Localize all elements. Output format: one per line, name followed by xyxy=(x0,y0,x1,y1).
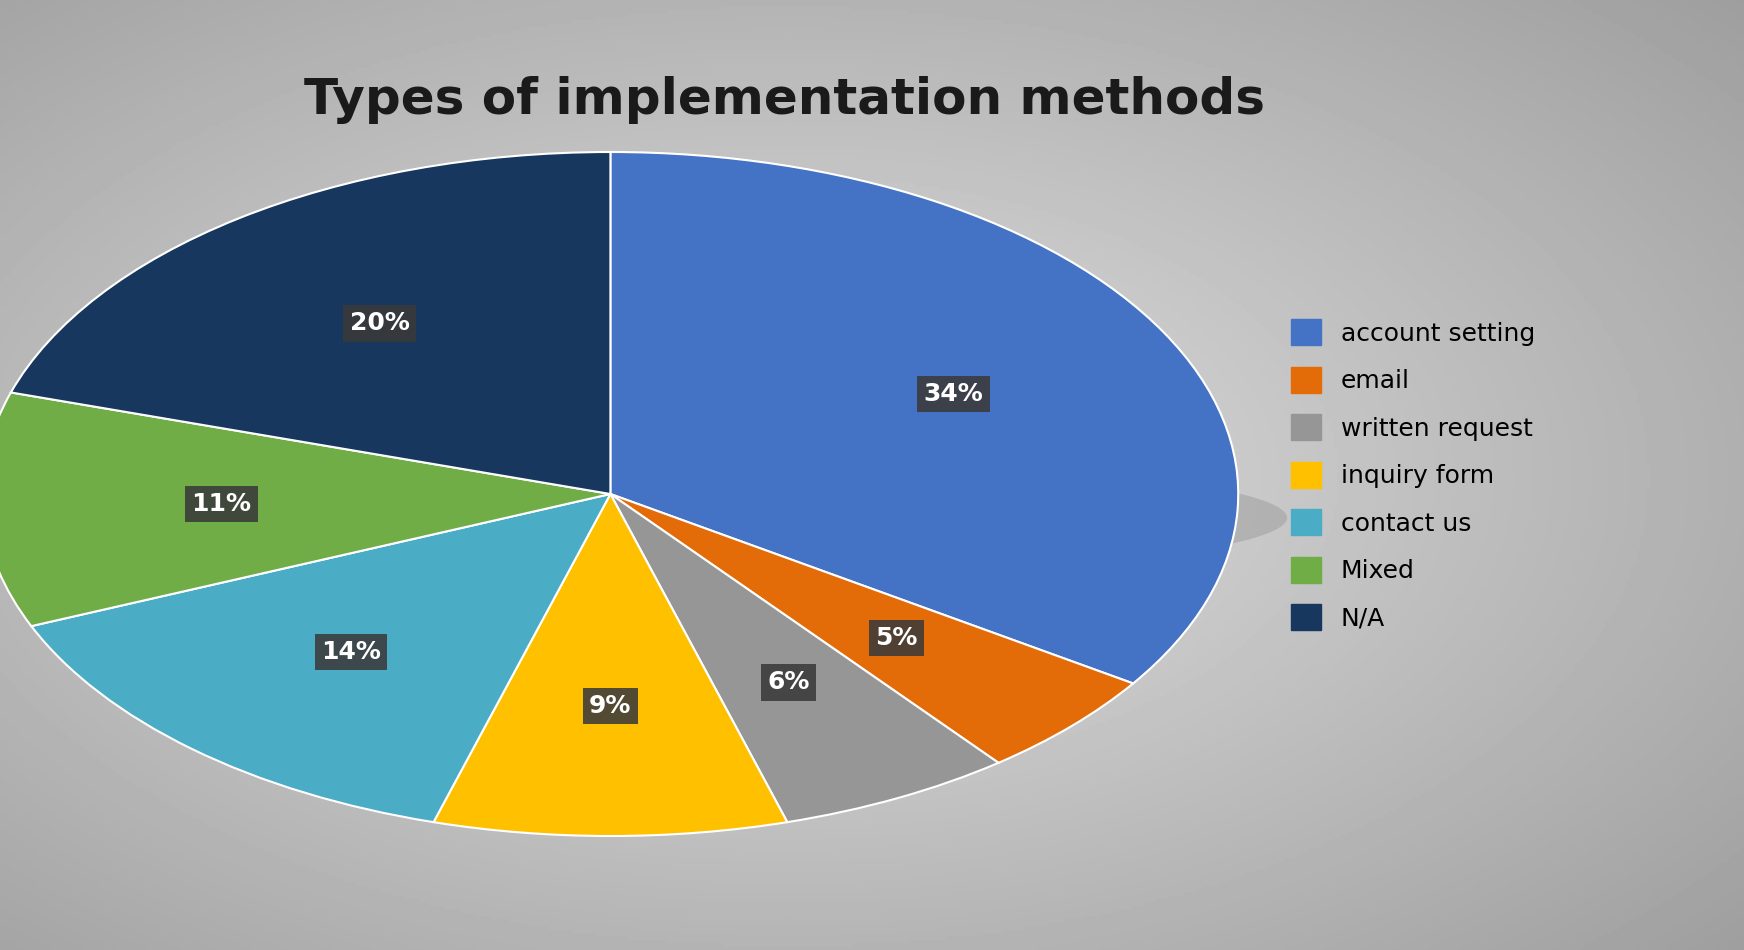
Wedge shape xyxy=(610,152,1238,683)
Text: 6%: 6% xyxy=(767,671,809,694)
Wedge shape xyxy=(0,392,610,626)
Text: Types of implementation methods: Types of implementation methods xyxy=(303,76,1266,124)
Text: 20%: 20% xyxy=(349,312,410,335)
Ellipse shape xyxy=(0,453,1287,582)
Text: 9%: 9% xyxy=(589,694,631,718)
Wedge shape xyxy=(610,494,1134,763)
Text: 5%: 5% xyxy=(875,626,917,650)
Wedge shape xyxy=(10,152,610,494)
Legend: account setting, email, written request, inquiry form, contact us, Mixed, N/A: account setting, email, written request,… xyxy=(1291,319,1535,631)
Wedge shape xyxy=(31,494,610,822)
Text: 11%: 11% xyxy=(192,492,251,516)
Wedge shape xyxy=(610,494,999,822)
Wedge shape xyxy=(434,494,787,836)
Text: 14%: 14% xyxy=(321,640,380,664)
Text: 34%: 34% xyxy=(924,382,984,406)
